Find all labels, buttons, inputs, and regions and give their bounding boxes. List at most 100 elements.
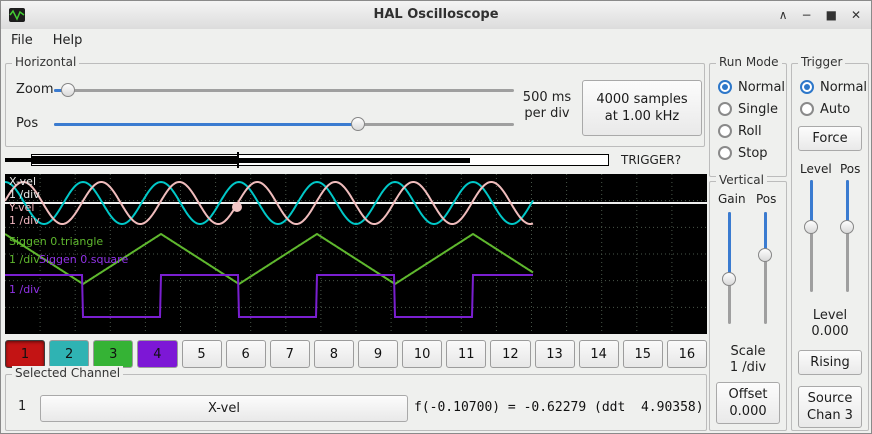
pos-slider-thumb[interactable] xyxy=(350,117,365,131)
timebase-value: 500 ms xyxy=(522,90,572,105)
trigger-source-button[interactable]: Source Chan 3 xyxy=(798,386,862,428)
scope-display[interactable]: X-vel 1 /div Y-vel 1 /div Siggen 0.triangle 1… xyxy=(5,174,707,334)
tlevel-slider-thumb[interactable] xyxy=(804,220,818,235)
shade-button[interactable]: ∧ xyxy=(778,8,788,22)
trigger-pos-slider[interactable] xyxy=(840,180,854,292)
horizontal-pos-slider[interactable] xyxy=(54,117,514,131)
trigger-position-bar[interactable] xyxy=(5,152,609,168)
force-button[interactable]: Force xyxy=(798,126,862,151)
trigger-level-value: 0.000 xyxy=(811,324,849,339)
menu-bar: File Help xyxy=(1,29,871,55)
trigger-level-text: Level xyxy=(812,308,848,323)
radio-label: Stop xyxy=(738,145,768,161)
trigger-query-label: TRIGGER? xyxy=(621,153,682,167)
tpos-slider-fill xyxy=(846,180,849,228)
wave-siggen-square xyxy=(5,274,533,318)
channel-button-8[interactable]: 8 xyxy=(313,340,354,368)
radio-icon xyxy=(718,80,732,94)
pos-slider-fill xyxy=(54,123,358,126)
offset-value: 0.000 xyxy=(729,404,767,419)
wave-siggen-triangle xyxy=(5,232,534,286)
channel-button-10[interactable]: 10 xyxy=(402,340,443,368)
radio-label: Single xyxy=(738,101,778,117)
run-mode-option-stop[interactable]: Stop xyxy=(710,142,786,164)
channel-button-12[interactable]: 12 xyxy=(490,340,531,368)
channel-button-2[interactable]: 2 xyxy=(49,340,90,368)
vertical-group: Vertical Gain Pos Scale 1 /div Offset 0.… xyxy=(709,173,787,431)
channel-button-11[interactable]: 11 xyxy=(446,340,487,368)
trigger-edge-button[interactable]: Rising xyxy=(798,350,862,375)
gain-label: Gain xyxy=(718,192,746,206)
run-mode-options: Normal Single Roll Stop xyxy=(710,76,786,164)
radio-label: Normal xyxy=(738,79,786,95)
window-controls: ∧ − ■ ✕ xyxy=(779,1,861,29)
channel-button-4[interactable]: 4 xyxy=(137,340,178,368)
vertical-legend: Vertical xyxy=(716,173,767,187)
offset-button[interactable]: Offset 0.000 xyxy=(716,382,780,424)
samples-button[interactable]: 4000 samples at 1.00 kHz xyxy=(582,80,702,136)
horizontal-group: Horizontal Zoom 500 ms per div 4000 samp… xyxy=(5,55,705,147)
channel-button-16[interactable]: 16 xyxy=(666,340,707,368)
window-title: HAL Oscilloscope xyxy=(373,7,499,22)
menu-item-help[interactable]: Help xyxy=(52,33,83,48)
trigger-point-marker xyxy=(232,202,242,212)
radio-icon xyxy=(718,102,732,116)
zoom-slider[interactable] xyxy=(54,83,514,97)
vpos-slider-fill xyxy=(764,212,767,255)
vpos-slider-thumb[interactable] xyxy=(758,247,772,262)
vertical-pos-slider[interactable] xyxy=(758,212,772,324)
radio-label: Auto xyxy=(820,101,851,117)
wave-y-vel-sine xyxy=(5,181,534,225)
selected-channel-name-button[interactable]: X-vel xyxy=(40,395,408,422)
trigger-level-label: Level xyxy=(800,162,832,176)
maximize-button[interactable]: ■ xyxy=(825,8,837,22)
channel-button-5[interactable]: 5 xyxy=(181,340,222,368)
run-mode-option-single[interactable]: Single xyxy=(710,98,786,120)
tpos-slider-thumb[interactable] xyxy=(840,220,854,235)
channel-button-7[interactable]: 7 xyxy=(269,340,310,368)
tlevel-slider-fill xyxy=(810,180,813,228)
force-label: Force xyxy=(812,131,848,146)
trigger-source-value: Chan 3 xyxy=(807,408,853,423)
channel-row: 1 2 3 4 5 6 7 8 9 10 11 12 13 14 15 16 xyxy=(5,340,707,368)
zoom-label: Zoom xyxy=(16,82,54,97)
radio-icon xyxy=(718,124,732,138)
menu-item-file[interactable]: File xyxy=(11,33,33,48)
minimize-button[interactable]: − xyxy=(801,8,812,22)
trigger-options: Normal Auto xyxy=(792,76,868,120)
offset-label: Offset xyxy=(728,387,768,402)
radio-label: Roll xyxy=(738,123,762,139)
title-bar[interactable]: HAL Oscilloscope ∧ − ■ ✕ xyxy=(1,1,871,30)
trigger-source-label: Source xyxy=(807,391,853,406)
channel-button-3[interactable]: 3 xyxy=(93,340,134,368)
channel-button-9[interactable]: 9 xyxy=(358,340,399,368)
vertical-gain-slider[interactable] xyxy=(722,212,736,324)
vertical-pos-label: Pos xyxy=(756,192,777,206)
timebase-unit: per div xyxy=(524,106,570,121)
trigger-level-slider[interactable] xyxy=(804,180,818,292)
trigger-mode-option-normal[interactable]: Normal xyxy=(792,76,868,98)
run-mode-option-normal[interactable]: Normal xyxy=(710,76,786,98)
gain-slider-thumb[interactable] xyxy=(722,272,736,287)
scale-readout: Scale 1 /div xyxy=(710,344,786,376)
run-mode-group: Run Mode Normal Single Roll Stop xyxy=(709,55,787,177)
channel-button-1[interactable]: 1 xyxy=(5,340,46,368)
channel-value-readout: f(-0.10700) = -0.62279 (ddt 4.90358) xyxy=(414,400,704,415)
horizontal-legend: Horizontal xyxy=(12,55,80,69)
vpos-slider-track xyxy=(764,212,767,324)
close-button[interactable]: ✕ xyxy=(850,8,861,22)
channel-button-13[interactable]: 13 xyxy=(534,340,575,368)
trigger-mode-option-auto[interactable]: Auto xyxy=(792,98,868,120)
channel-button-6[interactable]: 6 xyxy=(225,340,266,368)
run-mode-legend: Run Mode xyxy=(716,55,782,69)
run-mode-option-roll[interactable]: Roll xyxy=(710,120,786,142)
trigger-edge-label: Rising xyxy=(810,355,850,370)
samples-rate: at 1.00 kHz xyxy=(604,109,680,124)
scale-label: Scale xyxy=(730,344,766,359)
pos-label: Pos xyxy=(16,116,39,131)
channel-button-15[interactable]: 15 xyxy=(622,340,663,368)
channel-button-14[interactable]: 14 xyxy=(578,340,619,368)
zoom-slider-thumb[interactable] xyxy=(60,83,75,97)
trigger-pos-label: Pos xyxy=(840,162,861,176)
